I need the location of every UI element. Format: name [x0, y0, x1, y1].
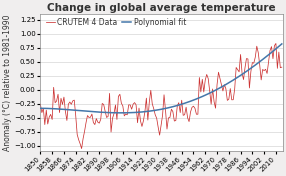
CRUTEM 4 Data [280, 66, 283, 68]
CRUTEM 4 Data [46, 123, 49, 125]
Line: Polynomial fit: Polynomial fit [40, 44, 282, 113]
Polynomial fit [120, 112, 123, 114]
Polynomial fit [204, 94, 207, 96]
Polynomial fit [67, 109, 70, 111]
CRUTEM 4 Data [227, 98, 231, 100]
Line: CRUTEM 4 Data: CRUTEM 4 Data [40, 43, 282, 149]
CRUTEM 4 Data [204, 79, 207, 81]
Polynomial fit [128, 112, 132, 114]
Polynomial fit [280, 43, 283, 45]
Polynomial fit [46, 107, 49, 109]
Legend: CRUTEM 4 Data, Polynomial fit: CRUTEM 4 Data, Polynomial fit [46, 18, 186, 27]
CRUTEM 4 Data [80, 147, 83, 150]
Polynomial fit [227, 82, 231, 84]
Polynomial fit [39, 107, 42, 109]
CRUTEM 4 Data [128, 104, 132, 106]
CRUTEM 4 Data [62, 96, 66, 98]
CRUTEM 4 Data [39, 103, 42, 105]
Y-axis label: Anomaly (°C) relative to 1981-1990: Anomaly (°C) relative to 1981-1990 [3, 15, 13, 151]
Polynomial fit [62, 108, 66, 110]
CRUTEM 4 Data [67, 103, 70, 105]
CRUTEM 4 Data [274, 42, 278, 45]
Title: Change in global average temperature: Change in global average temperature [47, 4, 275, 14]
